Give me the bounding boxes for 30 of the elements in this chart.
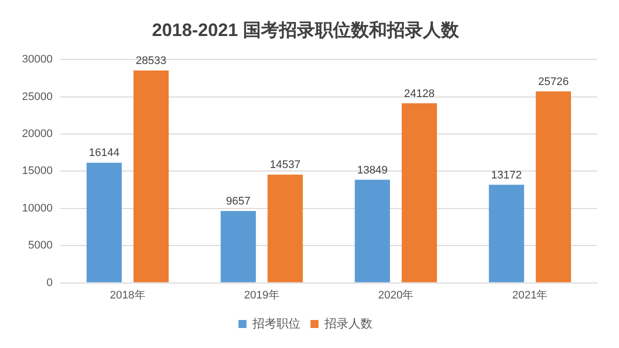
bar <box>402 103 437 282</box>
bar <box>86 162 122 282</box>
data-label: 9657 <box>226 195 251 208</box>
bar <box>268 174 303 282</box>
data-label: 14537 <box>270 159 301 172</box>
y-tick-label: 10000 <box>22 202 53 214</box>
y-tick-label: 15000 <box>22 165 53 178</box>
data-label: 24128 <box>404 88 435 100</box>
data-label: 25726 <box>538 76 569 88</box>
bar <box>220 210 256 282</box>
bar <box>354 180 390 282</box>
x-tick-label: 2019年 <box>244 289 280 302</box>
data-label: 16144 <box>88 147 120 160</box>
chart-title: 2018-2021 国考招录职位数和招录人数 <box>152 20 460 40</box>
y-tick-label: 0 <box>46 276 53 289</box>
x-tick-label: 2018年 <box>110 289 146 302</box>
data-label: 28533 <box>136 55 166 68</box>
bar <box>488 184 524 282</box>
bar <box>134 70 169 282</box>
y-tick-label: 5000 <box>28 240 53 252</box>
y-tick-label: 30000 <box>22 54 53 66</box>
x-tick-label: 2021年 <box>512 289 548 302</box>
bar <box>536 91 572 282</box>
legend-label: 招录人数 <box>324 316 372 330</box>
y-tick-label: 25000 <box>22 90 53 103</box>
x-tick-label: 2020年 <box>378 289 414 302</box>
data-label: 13172 <box>491 169 522 182</box>
legend-label: 招考职位 <box>252 316 300 330</box>
data-label: 13849 <box>357 164 388 176</box>
y-tick-label: 20000 <box>22 128 53 140</box>
